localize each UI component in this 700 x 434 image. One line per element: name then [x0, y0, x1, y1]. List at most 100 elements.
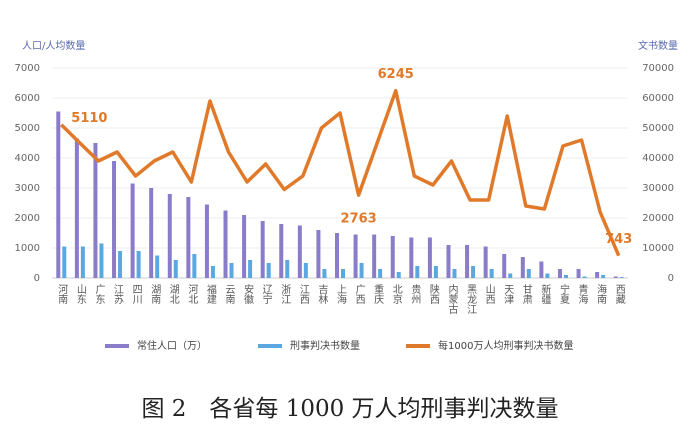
bar [359, 263, 364, 278]
x-tick-label: 广西 [353, 284, 365, 304]
y-tick-label: 7000 [15, 63, 40, 74]
y-tick-label: 6000 [15, 93, 40, 104]
bar [173, 260, 178, 278]
bar [557, 269, 562, 278]
x-tick-label: 新疆 [539, 283, 551, 305]
x-tick-label: 云南 [223, 284, 235, 304]
bar [223, 210, 228, 278]
x-tick-label: 广东 [93, 284, 105, 304]
bar [56, 111, 61, 278]
legend-label: 刑事判决书数量 [290, 339, 360, 352]
bar [229, 263, 234, 278]
x-tick-label: 山西 [483, 284, 495, 304]
bar [539, 261, 544, 278]
y-tick-label: 4000 [15, 153, 40, 164]
x-tick-label: 重庆 [372, 283, 384, 305]
y2-tick-label: 20000 [642, 213, 674, 224]
y2-tick-label: 70000 [642, 63, 674, 74]
bar [316, 230, 321, 278]
bar [266, 263, 271, 278]
y2-tick-label: 50000 [642, 123, 674, 134]
y-tick-label: 5000 [15, 123, 40, 134]
x-tick-label: 北京 [390, 284, 402, 305]
y2-tick-label: 10000 [642, 243, 674, 254]
bar [520, 257, 525, 278]
y2-tick-label: 0 [668, 273, 674, 284]
bar [99, 243, 104, 278]
bar [353, 234, 358, 278]
x-tick-label: 陕西 [427, 283, 439, 304]
bar [545, 273, 550, 278]
bar [613, 276, 618, 278]
bar [204, 204, 209, 278]
x-tick-label: 甘肃 [520, 283, 532, 305]
bar [465, 245, 470, 278]
bar [489, 269, 494, 278]
bar [508, 273, 513, 278]
y-tick-label: 3000 [15, 183, 40, 194]
x-tick-label: 河北 [186, 284, 198, 304]
bar [303, 263, 308, 278]
bar [322, 269, 327, 278]
bar [74, 138, 79, 278]
bar [378, 269, 383, 278]
bar [279, 224, 284, 278]
bar [192, 254, 197, 278]
x-tick-label: 内蒙古 [446, 283, 458, 315]
y-tick-label: 1000 [15, 243, 40, 254]
bar [433, 266, 438, 278]
x-tick-label: 浙江 [279, 284, 291, 304]
bar [483, 246, 488, 278]
bar [526, 269, 531, 278]
bar [582, 276, 587, 278]
x-tick-label: 四川 [130, 284, 142, 304]
bar [248, 260, 253, 278]
bar [149, 188, 154, 278]
bar [335, 233, 339, 278]
y-tick-label: 0 [34, 273, 40, 284]
legend-label: 常住人口（万） [137, 339, 207, 352]
y2-tick-label: 60000 [642, 93, 674, 104]
bar [62, 246, 67, 278]
bar [372, 234, 377, 278]
x-tick-label: 福建 [204, 283, 216, 304]
x-tick-label: 安徽 [242, 283, 254, 305]
bar [415, 266, 420, 278]
y2-tick-label: 40000 [642, 153, 674, 164]
bar [285, 260, 290, 278]
data-label: 743 [605, 232, 632, 247]
x-tick-label: 贵州 [409, 283, 421, 304]
bar [446, 245, 451, 278]
x-tick-label: 宁夏 [557, 283, 569, 304]
legend-label: 每1000万人均刑事判决书数量 [438, 339, 573, 352]
bar [601, 275, 606, 278]
x-tick-label: 江西 [297, 284, 309, 304]
bar [80, 246, 85, 278]
bar [595, 272, 600, 278]
bar [210, 266, 215, 278]
bar [427, 237, 432, 278]
x-tick-label: 西藏 [613, 284, 625, 305]
x-tick-label: 青海 [576, 283, 588, 305]
bar [502, 254, 507, 278]
bar [112, 161, 117, 278]
bar [341, 269, 345, 278]
x-tick-label: 吉林 [316, 284, 328, 305]
bar [452, 269, 457, 278]
bar [563, 275, 568, 278]
y-axis-label: 人口/人均数量 [22, 39, 85, 52]
bar [471, 266, 476, 278]
legend-swatch [105, 344, 129, 348]
x-tick-label: 海南 [595, 283, 607, 304]
bar [130, 183, 135, 278]
x-tick-label: 黑龙江 [465, 284, 477, 314]
legend-swatch [258, 344, 282, 348]
bar [576, 269, 581, 278]
bar [390, 236, 395, 278]
bar [619, 277, 624, 278]
bar [93, 143, 98, 278]
bar [409, 237, 414, 278]
x-tick-label: 山东 [74, 284, 86, 304]
bar [186, 197, 191, 278]
